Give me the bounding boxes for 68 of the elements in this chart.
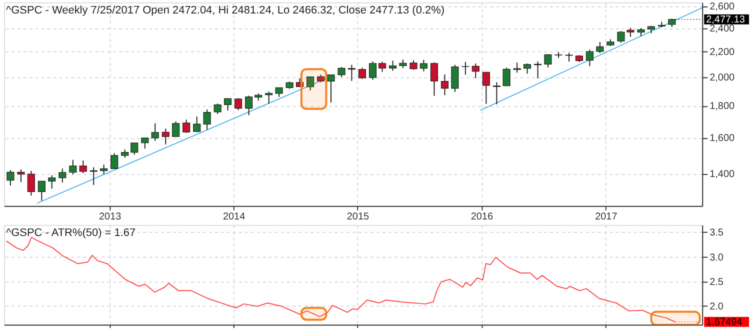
- candlestick: [327, 74, 335, 104]
- candlestick: [388, 60, 397, 72]
- y-tick-label: 3.5: [710, 228, 724, 239]
- candlestick: [100, 164, 108, 175]
- candlestick: [451, 64, 459, 92]
- candlestick: [130, 142, 138, 156]
- candlestick: [586, 49, 594, 67]
- candlestick: [410, 60, 418, 70]
- candlestick: [110, 152, 118, 170]
- x-tick-label: 2015: [346, 211, 370, 222]
- candlestick: [193, 116, 201, 133]
- annotation: 1.67494: [706, 316, 743, 328]
- candlestick: [141, 137, 149, 150]
- y-tick-label: 2,000: [710, 72, 736, 84]
- candlestick: [38, 180, 46, 202]
- y-tick-label: 2,400: [710, 23, 736, 34]
- candlestick: [482, 72, 490, 104]
- y-tick-label: 2,600: [710, 2, 736, 13]
- y-tick-label: 3.0: [710, 252, 724, 264]
- y-tick-label: 1,600: [710, 133, 736, 144]
- chart-title: ^GSPC - ATR%(50) = 1.67: [6, 226, 136, 239]
- candlestick: [172, 120, 180, 138]
- candlestick: [182, 119, 190, 134]
- y-tick-label: 2,200: [710, 46, 736, 58]
- candlestick: [162, 128, 170, 145]
- annotation: 2,477.13: [706, 14, 746, 26]
- candlestick: [275, 87, 283, 98]
- candlestick: [462, 61, 470, 76]
- candlestick: [79, 160, 87, 174]
- candlestick: [348, 64, 356, 82]
- y-tick-label: 2.0: [710, 301, 724, 312]
- candlestick: [203, 109, 211, 130]
- candlestick: [245, 95, 253, 116]
- candlestick: [596, 42, 604, 54]
- candlestick: [151, 122, 159, 142]
- line-series: [6, 236, 676, 322]
- candlestick: [306, 76, 314, 91]
- candlestick: [338, 66, 346, 78]
- candlestick: [224, 98, 232, 112]
- y-tick-label: 1,800: [710, 101, 736, 112]
- candlestick: [27, 170, 35, 196]
- x-tick-label: 2016: [470, 211, 494, 222]
- candlestick: [214, 103, 222, 114]
- x-tick-label: 2017: [595, 211, 618, 222]
- x-tick-label: 2014: [222, 211, 246, 222]
- candlestick: [48, 174, 56, 190]
- candlestick: [430, 62, 438, 96]
- candlestick: [492, 82, 500, 105]
- candlestick: [17, 168, 25, 183]
- chart-title: ^GSPC - Weekly 7/25/2017 Open 2472.04, Hi 2481.24, Lo 2466.32, Close 2477.13 (0.2%): [6, 4, 444, 16]
- candlestick: [69, 159, 77, 175]
- candlestick: [420, 59, 428, 72]
- candlestick: [502, 67, 510, 86]
- y-tick-label: 1,400: [710, 169, 736, 180]
- candlestick: [472, 63, 480, 79]
- candlestick: [265, 91, 273, 104]
- candlestick: [368, 60, 377, 80]
- candlestick: [378, 61, 386, 72]
- candlestick: [440, 74, 449, 96]
- candlestick: [6, 170, 14, 186]
- candlestick: [234, 98, 242, 111]
- y-tick-label: 2.5: [710, 276, 724, 288]
- candlestick: [544, 54, 552, 68]
- candlestick: [513, 62, 521, 74]
- candlestick: [58, 168, 66, 184]
- x-tick-label: 2013: [99, 211, 122, 222]
- candlestick: [523, 63, 532, 74]
- candlestick: [358, 67, 366, 80]
